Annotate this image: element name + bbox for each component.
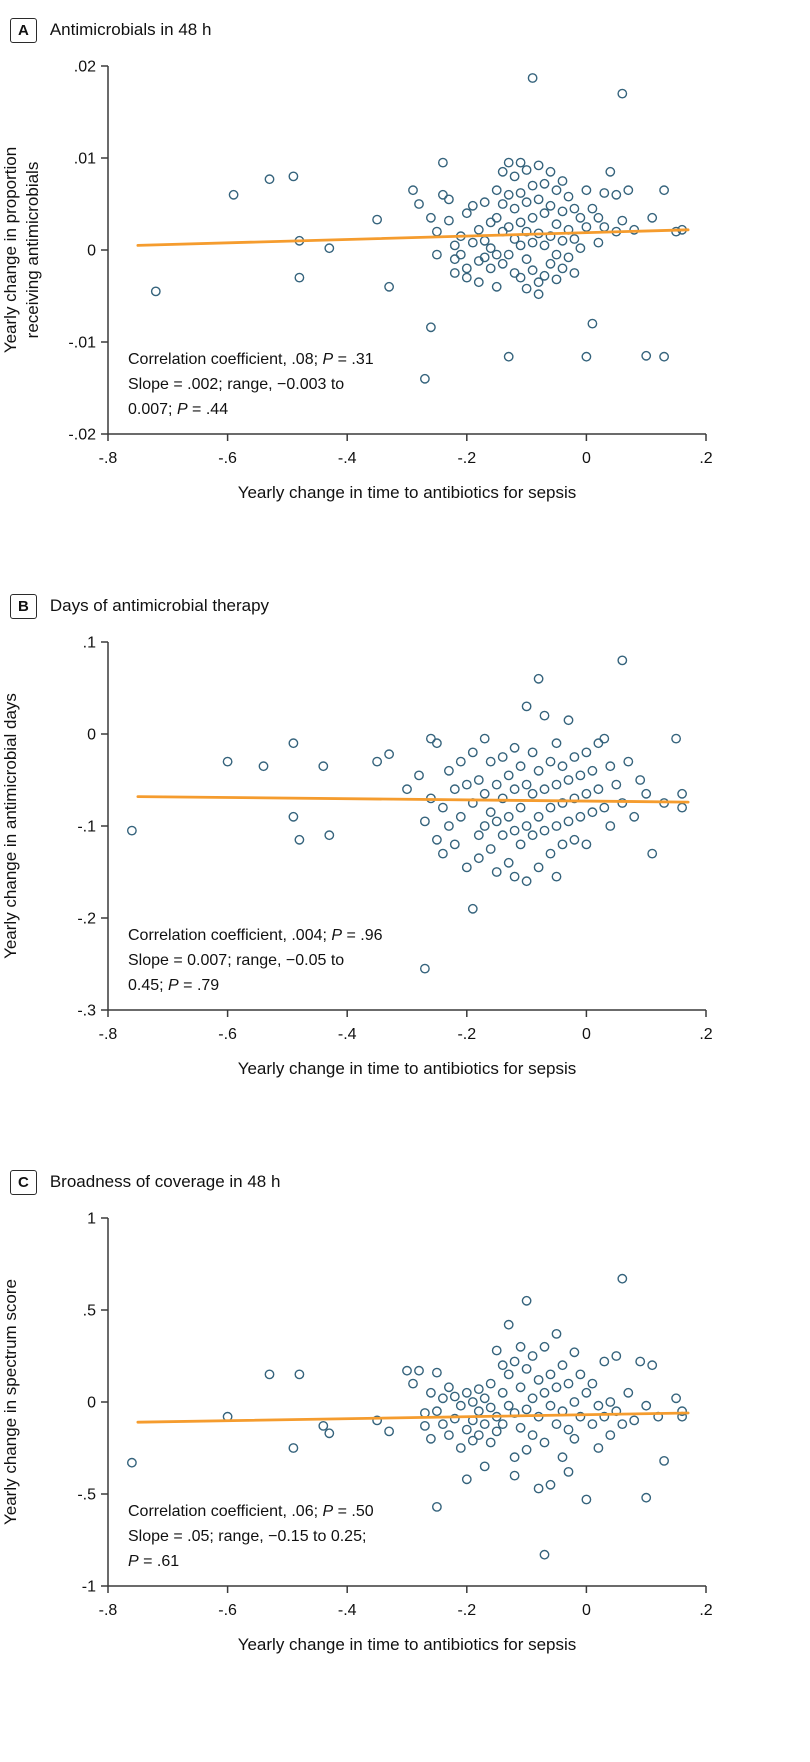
svg-text:Slope = 0.007; range, −0.05 to: Slope = 0.007; range, −0.05 to — [128, 952, 344, 969]
panel-c-scatter-chart: -.8 -.6 -.4 -.2 0 .2 -1 -.5 0 .5 1 Correlation coef… — [1, 1211, 713, 1655]
svg-text:Yearly change in spectrum scor: Yearly change in spectrum score — [1, 1279, 20, 1525]
svg-text:0: 0 — [582, 1026, 591, 1043]
svg-text:Yearly change in antimicrobial: Yearly change in antimicrobial days — [1, 693, 20, 959]
svg-text:-.5: -.5 — [77, 1487, 96, 1504]
svg-text:-.4: -.4 — [338, 1602, 357, 1619]
svg-text:-.4: -.4 — [338, 450, 357, 467]
svg-text:0: 0 — [582, 450, 591, 467]
svg-text:-1: -1 — [82, 1579, 96, 1596]
svg-text:Yearly change in time to antib: Yearly change in time to antibiotics for… — [238, 1059, 577, 1078]
panel-c-title: Broadness of coverage in 48 h — [49, 1172, 281, 1191]
svg-text:Yearly change in proportion: Yearly change in proportion — [1, 147, 20, 353]
svg-text:Correlation coefficient, .08;: Correlation coefficient, .08; P = .31 — [128, 351, 374, 368]
svg-text:.1: .1 — [83, 635, 96, 652]
svg-text:0: 0 — [87, 727, 96, 744]
svg-text:-.6: -.6 — [218, 1602, 237, 1619]
panel-b-letter-badge: B — [10, 593, 37, 619]
svg-text:0: 0 — [87, 243, 96, 260]
svg-text:.2: .2 — [699, 1026, 712, 1043]
svg-text:Correlation coefficient, .004;: Correlation coefficient, .004; P = .96 — [128, 927, 383, 944]
svg-text:-.1: -.1 — [77, 819, 96, 836]
svg-text:-.02: -.02 — [68, 427, 96, 444]
svg-text:-.3: -.3 — [77, 1003, 96, 1020]
svg-text:.02: .02 — [74, 59, 96, 76]
svg-text:-.2: -.2 — [457, 450, 476, 467]
svg-text:0.45; P = .79: 0.45; P = .79 — [128, 977, 219, 994]
panel-a-letter-badge: A — [10, 17, 37, 43]
svg-text:-.4: -.4 — [338, 1026, 357, 1043]
svg-text:-.8: -.8 — [99, 450, 118, 467]
svg-text:1: 1 — [87, 1211, 96, 1228]
svg-text:Slope = .002; range, −0.003 to: Slope = .002; range, −0.003 to — [128, 376, 344, 393]
svg-text:Correlation coefficient, .06;: Correlation coefficient, .06; P = .50 — [128, 1503, 374, 1520]
svg-text:receiving antimicrobials: receiving antimicrobials — [23, 162, 42, 339]
panel-b-header: B Days of antimicrobial therapy — [0, 582, 810, 624]
svg-text:-.6: -.6 — [218, 1026, 237, 1043]
panel-a-header: A Antimicrobials in 48 h — [0, 6, 810, 48]
svg-text:-.8: -.8 — [99, 1602, 118, 1619]
panel-antimicrobial-days: B Days of antimicrobial therapy -.8 -.6 -.… — [0, 582, 810, 1108]
svg-text:0: 0 — [582, 1602, 591, 1619]
svg-text:P = .61: P = .61 — [128, 1553, 179, 1570]
panel-spectrum-score: C Broadness of coverage in 48 h -.8 -.6 -.… — [0, 1158, 810, 1684]
svg-text:-.2: -.2 — [457, 1026, 476, 1043]
svg-text:Slope = .05; range, −0.15 to 0: Slope = .05; range, −0.15 to 0.25; — [128, 1528, 366, 1545]
figure: A Antimicrobials in 48 h -.8 -.6 -.4 -.2 0 .2… — [0, 6, 810, 1684]
svg-text:.2: .2 — [699, 1602, 712, 1619]
svg-text:Yearly change in time to antib: Yearly change in time to antibiotics for… — [238, 483, 577, 502]
svg-text:-.01: -.01 — [68, 335, 96, 352]
svg-text:-.6: -.6 — [218, 450, 237, 467]
svg-text:.5: .5 — [83, 1303, 96, 1320]
svg-text:.2: .2 — [699, 450, 712, 467]
svg-text:-.2: -.2 — [77, 911, 96, 928]
panel-c-letter-badge: C — [10, 1169, 37, 1195]
panel-a-title: Antimicrobials in 48 h — [49, 20, 212, 39]
svg-text:0: 0 — [87, 1395, 96, 1412]
panel-c-header: C Broadness of coverage in 48 h — [0, 1158, 810, 1200]
svg-text:-.8: -.8 — [99, 1026, 118, 1043]
panel-a-scatter-chart: -.8 -.6 -.4 -.2 0 .2 -.02 -.01 0 .01 .02 Correlatio… — [1, 59, 713, 503]
svg-text:Yearly change in time to antib: Yearly change in time to antibiotics for… — [238, 1635, 577, 1654]
svg-text:-.2: -.2 — [457, 1602, 476, 1619]
panel-b-title: Days of antimicrobial therapy — [49, 596, 270, 615]
panel-b-scatter-chart: -.8 -.6 -.4 -.2 0 .2 -.3 -.2 -.1 0 .1 Correlation c… — [1, 635, 713, 1079]
svg-text:0.007; P = .44: 0.007; P = .44 — [128, 401, 228, 418]
svg-text:.01: .01 — [74, 151, 96, 168]
panel-antimicrobials-48h: A Antimicrobials in 48 h -.8 -.6 -.4 -.2 0 .2… — [0, 6, 810, 532]
